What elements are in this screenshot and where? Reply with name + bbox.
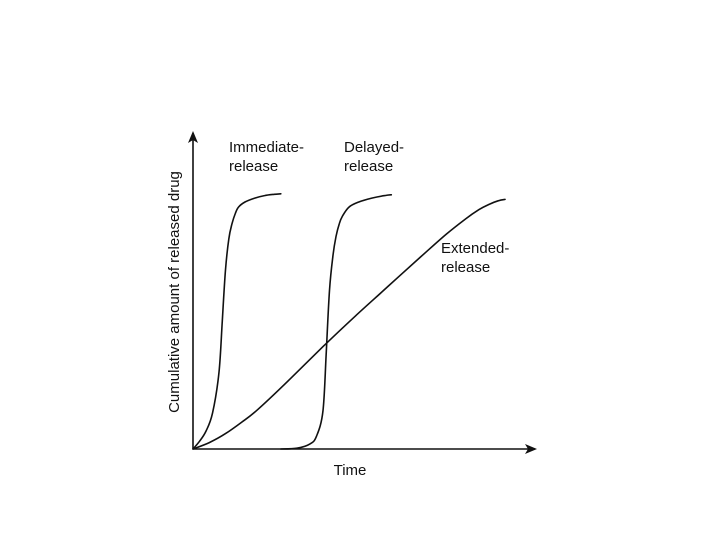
extended-release-label-line: release [441, 259, 490, 276]
extended-release-label-line: Extended- [441, 240, 509, 257]
immediate-release-curve [192, 193, 282, 450]
delayed-release-label-line: Delayed- [344, 139, 404, 156]
immediate-release-label-line: Immediate- [229, 139, 304, 156]
x-axis-label: Time [334, 462, 367, 479]
series-labels: Immediate-release Delayed-release Extended… [229, 139, 509, 276]
delayed-release-label-line: release [344, 158, 393, 175]
immediate-release-label-line: release [229, 158, 278, 175]
series-group [192, 193, 506, 450]
y-axis-label: Cumulative amount of released drug [166, 171, 183, 413]
delayed-release-curve [280, 194, 393, 450]
extended-release-curve [192, 198, 506, 450]
